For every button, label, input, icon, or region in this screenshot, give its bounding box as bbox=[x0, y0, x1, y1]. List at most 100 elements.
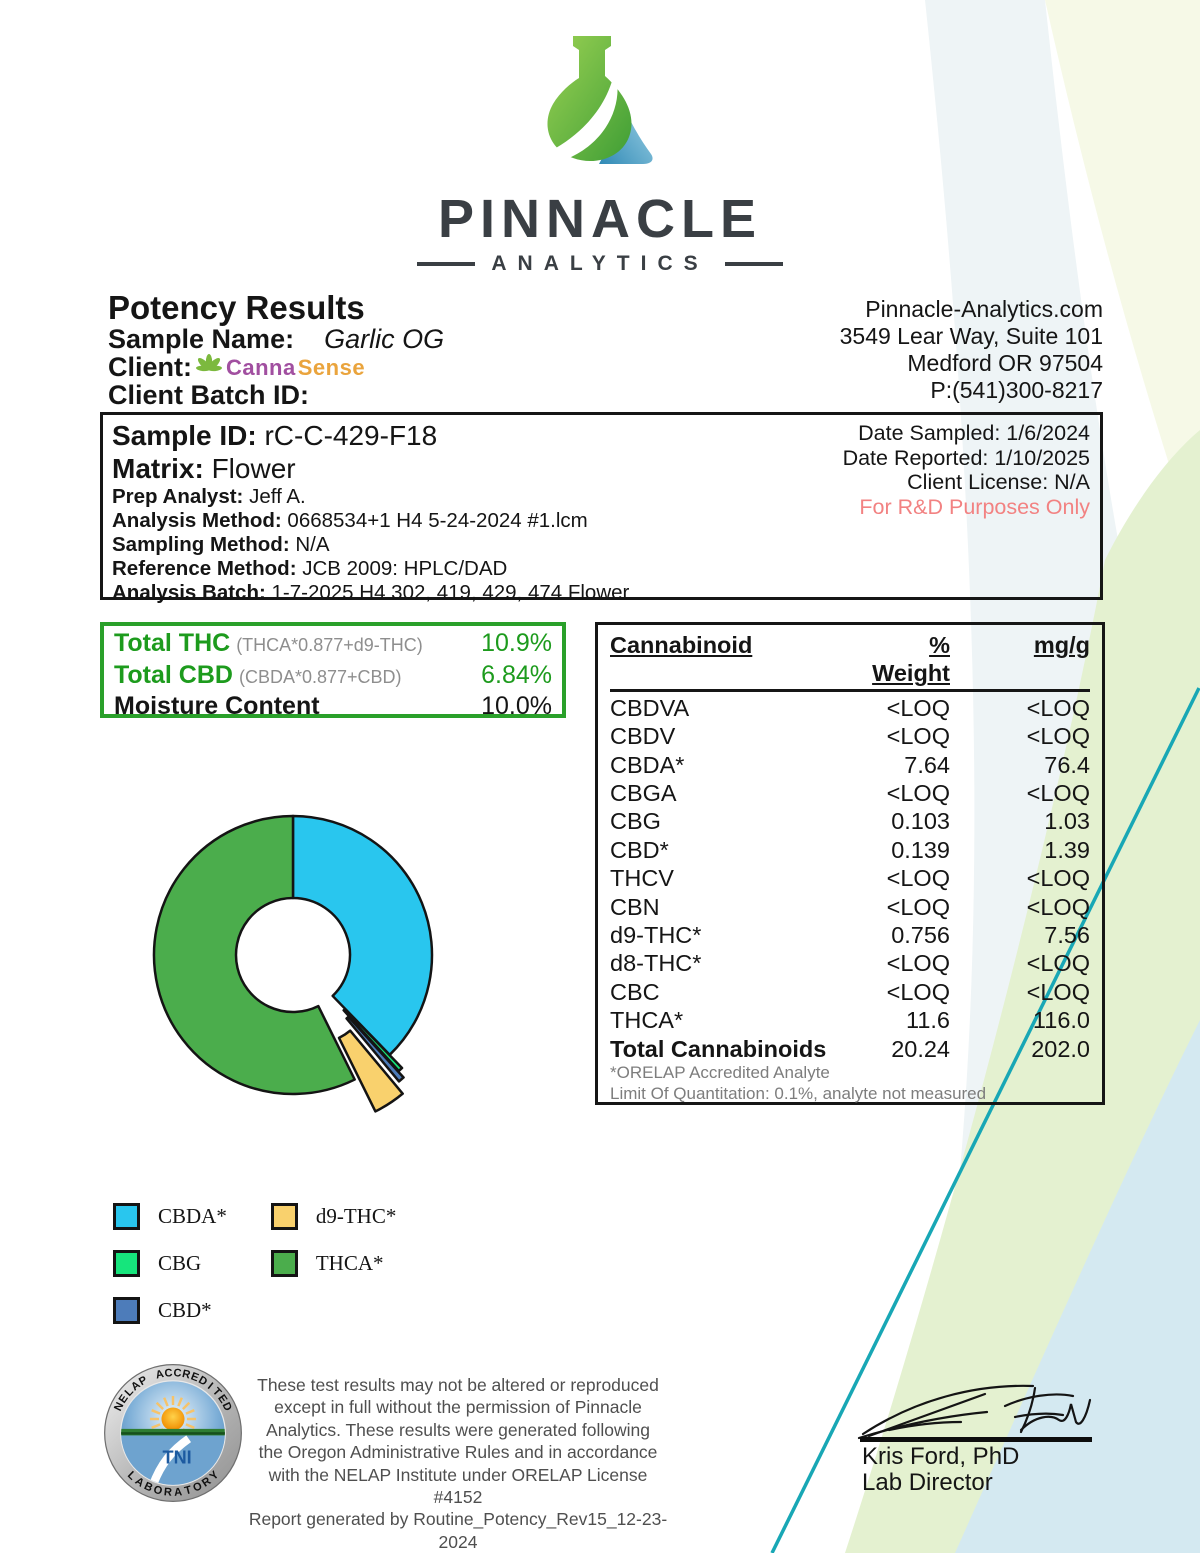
table-cell: CBC bbox=[610, 978, 660, 1005]
table-cell: d8-THC* bbox=[610, 950, 702, 977]
summary-value: 10.9% bbox=[481, 629, 552, 657]
sample-name-label: Sample Name: bbox=[108, 324, 295, 354]
logo-dash-right bbox=[724, 262, 783, 266]
pie-slice-d9-thc bbox=[337, 1029, 404, 1113]
cannasense-leaf-icon bbox=[196, 353, 222, 371]
table-footnote: *ORELAP Accredited Analyte bbox=[610, 1063, 830, 1083]
legend-swatch bbox=[113, 1250, 140, 1277]
sample-field-row: Analysis Batch: 1-7-2025 H4 302, 419, 42… bbox=[112, 581, 629, 605]
sample-field-row: Matrix: Flower bbox=[112, 452, 629, 485]
table-row: THCA* 11.6 116.0 bbox=[610, 1006, 1090, 1034]
table-cell: 76.4 bbox=[1044, 751, 1090, 778]
disclaimer-line: These test results may not be altered or… bbox=[257, 1375, 659, 1395]
table-cell: CBDVA bbox=[610, 694, 690, 721]
total-label: Total Cannabinoids bbox=[610, 1035, 827, 1062]
sample-field-value: Jeff A. bbox=[243, 485, 306, 508]
table-cell: <LOQ bbox=[1026, 694, 1090, 721]
client-batch-label: Client Batch ID: bbox=[108, 380, 310, 410]
table-cell: CBGA bbox=[610, 780, 677, 807]
disclaimer-line: except in full without the permission of… bbox=[274, 1397, 642, 1418]
table-row: CBG 0.103 1.03 bbox=[610, 807, 1090, 835]
table-row: CBD* 0.139 1.39 bbox=[610, 836, 1090, 864]
table-total-row: Total Cannabinoids 20.24 202.0 bbox=[610, 1035, 1090, 1063]
table-cell: <LOQ bbox=[886, 893, 950, 920]
summary-value: 6.84% bbox=[481, 660, 552, 689]
table-row: CBN <LOQ <LOQ bbox=[610, 893, 1090, 921]
total-weight: 20.24 bbox=[891, 1035, 950, 1062]
table-row: CBDV <LOQ <LOQ bbox=[610, 722, 1090, 750]
sample-info-box: Sample ID: rC-C-429-F18 Matrix: Flower Pre… bbox=[100, 412, 1103, 604]
summary-label: Moisture Content bbox=[114, 692, 320, 720]
logo-subtitle-text: ANALYTICS bbox=[491, 252, 709, 275]
sample-field-value: JCB 2009: HPLC/DAD bbox=[296, 557, 508, 580]
legend-swatch bbox=[113, 1297, 140, 1324]
date-row: Date Sampled: 1/6/2024 bbox=[858, 421, 1090, 445]
svg-text:R: R bbox=[163, 1486, 172, 1499]
lab-contact-block: Pinnacle-Analytics.com 3549 Lear Way, Sui… bbox=[840, 296, 1103, 404]
table-cell: CBG bbox=[610, 808, 661, 835]
legend-label: CBDA* bbox=[158, 1204, 227, 1228]
signatory-block: Kris Ford, PhD Lab Director bbox=[862, 1444, 1019, 1496]
sample-field-row: Sample ID: rC-C-429-F18 bbox=[112, 419, 629, 452]
legend-item: THCA* bbox=[270, 1250, 397, 1277]
legend-swatch bbox=[113, 1203, 140, 1230]
date-row: Date Reported: 1/10/2025 bbox=[842, 445, 1090, 470]
legend-column: d9-THC* THCA* bbox=[270, 1203, 397, 1324]
table-cell: <LOQ bbox=[1026, 893, 1090, 920]
date-rows-holder: Date Sampled: 1/6/2024 Date Reported: 1/1… bbox=[843, 421, 1090, 495]
sample-field-label: Analysis Method: bbox=[112, 509, 282, 532]
col-header-cannabinoid: Cannabinoid bbox=[610, 632, 753, 658]
badge-center-text: TNI bbox=[163, 1447, 192, 1467]
potency-summary-box: Total THC (THCA*0.877+d9-THC) 10.9% Total C… bbox=[100, 622, 566, 720]
summary-value: 10.0% bbox=[481, 692, 552, 720]
table-cell: 1.39 bbox=[1044, 836, 1090, 863]
table-cell: THCA* bbox=[610, 1007, 684, 1034]
table-cell: CBN bbox=[610, 893, 660, 920]
client-logo-canna: Canna bbox=[226, 354, 296, 380]
svg-text:C: C bbox=[173, 1367, 182, 1380]
rd-purposes-note: For R&D Purposes Only bbox=[859, 494, 1090, 519]
sample-field-label: Prep Analyst: bbox=[112, 485, 244, 508]
table-row: d9-THC* 0.756 7.56 bbox=[610, 921, 1090, 949]
pinnacle-flask-logo bbox=[545, 36, 653, 164]
legend-label: THCA* bbox=[315, 1251, 384, 1275]
table-cell: CBD* bbox=[610, 836, 669, 863]
table-cell: CBDV bbox=[610, 723, 676, 750]
table-cell: CBDA* bbox=[610, 751, 685, 778]
table-cell: 1.03 bbox=[1044, 808, 1090, 835]
teal-diagonal-line bbox=[770, 687, 1200, 1553]
logo-dash-left bbox=[417, 262, 476, 266]
contact-line: Medford OR 97504 bbox=[907, 350, 1103, 376]
sample-field-value: rC-C-429-F18 bbox=[256, 420, 438, 451]
table-cell: <LOQ bbox=[1026, 865, 1090, 892]
summary-formula: (THCA*0.877+d9-THC) bbox=[236, 635, 423, 655]
legend-label: d9-THC* bbox=[315, 1204, 397, 1228]
cannabinoid-donut-chart bbox=[152, 814, 434, 1113]
svg-text:C: C bbox=[164, 1367, 173, 1380]
signature-scribble bbox=[857, 1384, 1092, 1440]
legend-item: CBD* bbox=[113, 1297, 227, 1324]
signature-line bbox=[860, 1437, 1092, 1442]
badge-scene: TNI bbox=[121, 1395, 225, 1485]
col-header-mgg: mg/g bbox=[1033, 632, 1090, 658]
legend-item: d9-THC* bbox=[270, 1203, 397, 1230]
sample-field-row: Sampling Method: N/A bbox=[112, 533, 629, 557]
disclaimer-text: These test results may not be altered or… bbox=[242, 1374, 674, 1553]
pie-slice-cbda bbox=[291, 814, 434, 1057]
sample-field-row: Prep Analyst: Jeff A. bbox=[112, 485, 629, 509]
legend-label: CBD* bbox=[158, 1298, 212, 1322]
summary-row: Moisture Content 10.0% bbox=[114, 692, 552, 722]
client-label: Client: bbox=[108, 352, 192, 382]
disclaimer-line: with the NELAP Institute under ORELAP Li… bbox=[268, 1464, 648, 1508]
table-cell: d9-THC* bbox=[610, 922, 702, 949]
svg-text:A: A bbox=[155, 1368, 165, 1381]
summary-formula: (CBDA*0.877+CBD) bbox=[238, 666, 402, 687]
svg-text:I: I bbox=[205, 1381, 215, 1392]
badge-sun bbox=[161, 1407, 185, 1431]
table-cell: 7.56 bbox=[1044, 922, 1090, 949]
table-row: CBDA* 7.64 76.4 bbox=[610, 751, 1090, 779]
table-cell: THCV bbox=[610, 865, 674, 892]
